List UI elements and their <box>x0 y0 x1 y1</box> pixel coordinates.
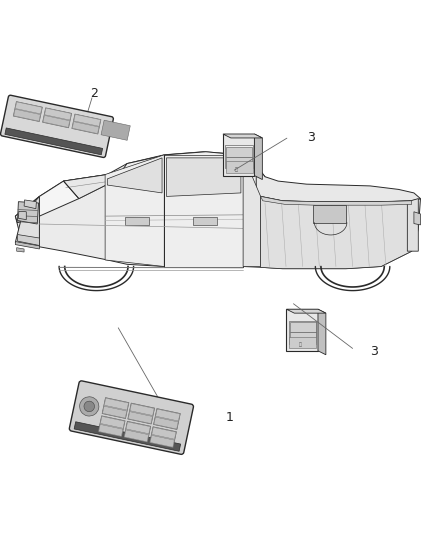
Bar <box>72 114 101 134</box>
Bar <box>45 108 71 120</box>
Text: ⚿: ⚿ <box>235 167 238 172</box>
Polygon shape <box>17 248 24 252</box>
FancyBboxPatch shape <box>69 381 194 454</box>
Bar <box>128 403 155 424</box>
Bar <box>74 115 100 126</box>
Bar <box>102 406 127 418</box>
Text: 3: 3 <box>370 345 378 358</box>
Bar <box>154 417 178 429</box>
Polygon shape <box>223 134 254 175</box>
Polygon shape <box>107 158 162 193</box>
Bar <box>100 416 124 429</box>
Polygon shape <box>164 155 243 266</box>
Text: ⚿: ⚿ <box>299 343 301 348</box>
Bar <box>124 421 151 442</box>
Bar <box>102 398 129 418</box>
Polygon shape <box>105 152 265 201</box>
Text: 3: 3 <box>307 131 314 144</box>
Polygon shape <box>15 174 116 223</box>
Polygon shape <box>18 235 39 246</box>
Polygon shape <box>15 241 39 249</box>
Bar <box>290 322 316 332</box>
Bar <box>193 217 217 225</box>
Polygon shape <box>24 200 36 209</box>
Bar <box>43 116 70 127</box>
Bar <box>99 424 123 437</box>
Bar <box>15 102 42 114</box>
Polygon shape <box>18 201 39 224</box>
Bar <box>150 435 174 447</box>
Bar <box>290 332 316 342</box>
Polygon shape <box>407 199 418 251</box>
Polygon shape <box>243 155 261 266</box>
Bar <box>101 120 130 140</box>
Polygon shape <box>286 309 318 351</box>
Polygon shape <box>261 197 412 205</box>
Bar <box>13 101 42 122</box>
Circle shape <box>84 401 95 411</box>
Polygon shape <box>318 309 326 355</box>
Bar <box>153 408 180 430</box>
Bar <box>124 430 148 442</box>
Polygon shape <box>286 309 326 313</box>
Polygon shape <box>15 152 420 269</box>
Bar <box>42 108 72 128</box>
FancyBboxPatch shape <box>0 95 113 157</box>
Bar <box>289 321 316 344</box>
Polygon shape <box>18 211 26 220</box>
Polygon shape <box>256 166 420 201</box>
Bar <box>130 403 154 416</box>
Bar <box>128 411 152 424</box>
Polygon shape <box>414 212 420 225</box>
Bar <box>125 217 149 225</box>
Bar <box>225 146 253 168</box>
Polygon shape <box>15 197 39 247</box>
Bar <box>152 427 176 439</box>
Polygon shape <box>261 197 412 269</box>
Polygon shape <box>64 174 116 199</box>
Bar <box>226 157 252 167</box>
Circle shape <box>80 397 99 416</box>
Polygon shape <box>313 205 346 223</box>
Polygon shape <box>254 134 262 180</box>
Text: 1: 1 <box>226 411 233 424</box>
Polygon shape <box>105 155 164 266</box>
Polygon shape <box>223 134 262 138</box>
Bar <box>98 416 125 437</box>
Bar <box>72 122 99 134</box>
Bar <box>126 422 150 434</box>
Bar <box>14 109 40 121</box>
Bar <box>289 336 316 348</box>
Bar <box>149 427 177 448</box>
Bar <box>5 128 102 155</box>
Bar <box>226 147 252 157</box>
Text: 2: 2 <box>90 87 98 100</box>
Polygon shape <box>166 158 241 197</box>
Bar <box>226 161 253 173</box>
Bar <box>74 422 180 451</box>
Bar <box>155 409 180 421</box>
Bar <box>104 398 128 410</box>
